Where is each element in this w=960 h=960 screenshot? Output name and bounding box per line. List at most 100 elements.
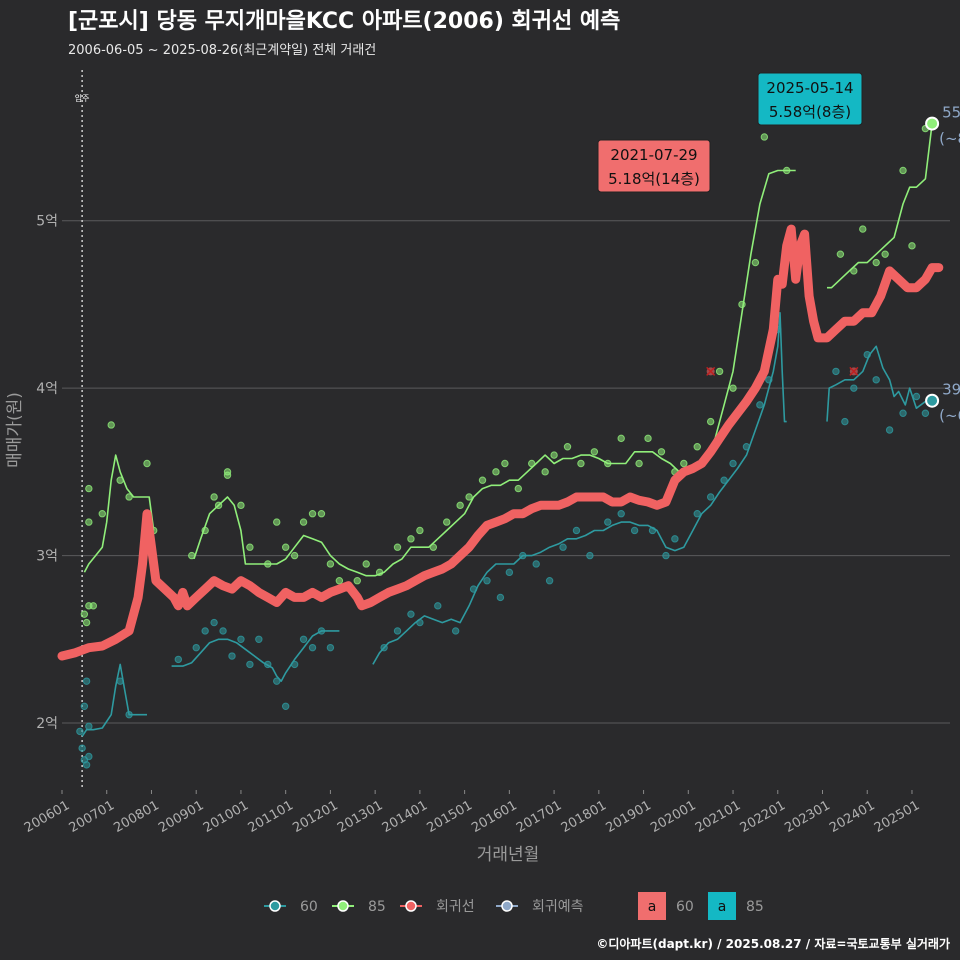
scatter-point-85	[237, 501, 245, 510]
scatter-point-60	[393, 627, 402, 635]
scatter-point-85	[563, 443, 572, 451]
scatter-point-85	[281, 543, 290, 551]
scatter-point-85	[657, 448, 666, 456]
scatter-point-60	[219, 627, 227, 635]
end-label-value: 39,250	[942, 381, 960, 399]
scatter-point-85	[353, 576, 361, 585]
scatter-point-85	[836, 250, 845, 258]
series-line-60	[372, 312, 787, 665]
move-in-label: 입주	[75, 94, 90, 103]
end-point-marker	[925, 116, 940, 131]
scatter-point-85	[456, 501, 464, 510]
scatter-point-85	[393, 543, 402, 551]
annotation-box	[597, 139, 711, 193]
legend-fill-label: 60	[676, 899, 694, 915]
scatter-point-85	[443, 518, 451, 526]
scatter-point-60	[192, 643, 200, 652]
scatter-point-85	[859, 225, 867, 233]
scatter-point-60	[841, 417, 849, 426]
footer-credit: ©디아파트(dapt.kr) / 2025.08.27 / 자료=국토교통부 실…	[596, 936, 950, 951]
scatter-point-85	[635, 459, 643, 468]
chart-title: [군포시] 당동 무지개마을KCC 아파트(2006) 회귀선 예측	[68, 9, 620, 34]
legend: 60 85 회귀선 회귀예측 a 60 a 85	[264, 892, 764, 920]
scatter-point-85	[881, 250, 889, 258]
scatter-point-60	[586, 551, 594, 560]
scatter-point-85	[223, 471, 232, 479]
scatter-point-85	[693, 443, 701, 451]
scatter-point-60	[281, 702, 290, 710]
scatter-point-85	[273, 518, 281, 526]
marks-layer: 55,800 (~85㎡) 39,250 (~60㎡) 2021-07-29 5.18억(…	[597, 72, 960, 425]
scatter-point-60	[308, 643, 317, 652]
scatter-point-60	[237, 635, 245, 644]
scatter-point-85	[416, 526, 424, 535]
scatter-point-60	[706, 493, 715, 501]
scatter-point-85	[899, 166, 907, 175]
scatter-point-60	[407, 610, 415, 618]
scatter-point-85	[872, 258, 880, 267]
scatter-point-85	[210, 493, 218, 501]
scatter-point-60	[228, 652, 236, 660]
scatter-point-60	[604, 518, 612, 526]
scatter-point-85	[85, 484, 93, 493]
scatter-point-85	[465, 493, 473, 501]
line-point-icon	[501, 900, 513, 912]
legend-label: 회귀선	[436, 899, 475, 915]
legend-label: 60	[300, 899, 318, 915]
end-label-area: (~60㎡)	[939, 407, 960, 425]
line-point-icon	[337, 900, 349, 912]
scatter-point-60	[899, 409, 907, 417]
scatter-point-60	[756, 401, 764, 409]
scatter-point-60	[630, 526, 639, 535]
scatter-point-85	[478, 476, 487, 484]
scatter-point-60	[729, 459, 737, 468]
series-line-60	[81, 663, 147, 737]
legend-fill-swatch	[708, 892, 736, 920]
scatter-point-85	[308, 510, 317, 518]
scatter-point-85	[326, 560, 335, 568]
line-point-icon	[269, 900, 281, 912]
scatter-point-85	[501, 459, 509, 468]
scatter-point-60	[326, 643, 335, 652]
line-point-icon	[405, 900, 417, 912]
scatter-point-60	[255, 635, 263, 644]
scatter-point-85	[617, 434, 625, 443]
series-layer	[57, 123, 944, 737]
scatter-point-60	[451, 627, 460, 635]
scatter-point-60	[246, 660, 254, 669]
scatter-point-60	[85, 722, 93, 731]
scatter-point-85	[729, 384, 737, 392]
annotation-box	[757, 72, 863, 126]
scatter-point-85	[80, 610, 89, 618]
regression-line	[57, 224, 944, 661]
scatter-point-85	[107, 421, 115, 429]
series-line-60	[171, 630, 340, 682]
scatter-point-85	[362, 560, 370, 568]
y-tick-label: 2억	[36, 716, 58, 732]
scatter-point-85	[550, 451, 558, 459]
scatter-point-85	[85, 518, 93, 526]
scatter-point-85	[143, 459, 151, 468]
scatter-point-60	[872, 376, 880, 384]
scatter-point-60	[496, 593, 505, 602]
scatter-point-85	[541, 468, 549, 476]
outlier-cross	[706, 366, 716, 376]
scatter-point-60	[210, 618, 218, 627]
scatter-point-60	[885, 426, 894, 434]
scatter-point-85	[335, 576, 344, 585]
scatter-point-85	[317, 510, 326, 518]
scatter-point-85	[82, 618, 91, 627]
grid-layer: 입주	[62, 70, 950, 790]
scatter-point-60	[559, 543, 567, 551]
scatter-point-60	[921, 409, 930, 417]
scatter-point-60	[78, 744, 86, 752]
end-point-marker	[925, 393, 940, 408]
scatter-point-85	[680, 459, 688, 468]
scatter-point-60	[912, 392, 921, 401]
legend-fill-label: 85	[746, 899, 764, 915]
scatter-point-85	[751, 258, 760, 267]
legend-label: 85	[368, 899, 386, 915]
annotation-date: 2025-05-14	[766, 79, 853, 97]
